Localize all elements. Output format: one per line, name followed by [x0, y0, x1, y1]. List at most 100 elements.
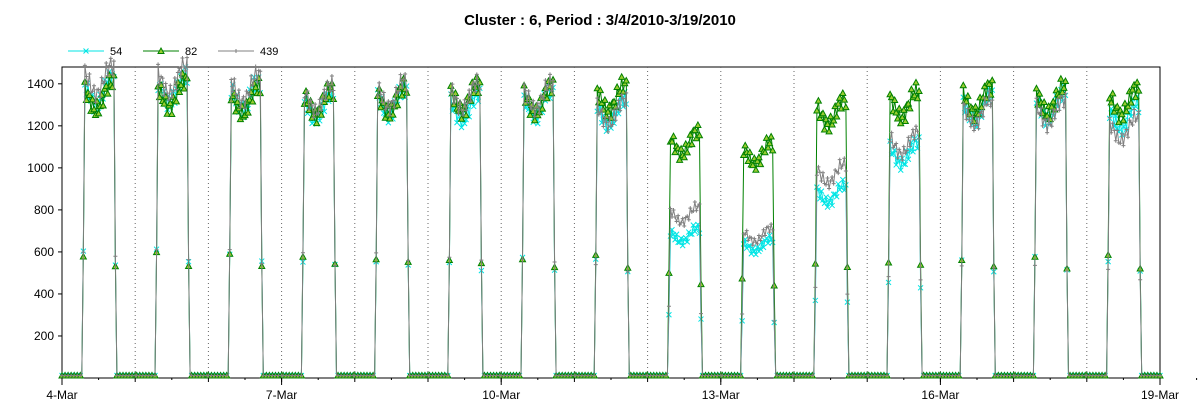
legend-label-439: 439: [260, 46, 278, 58]
data-point-54: [829, 202, 835, 209]
data-point-439: [694, 208, 699, 213]
data-point-439: [474, 72, 479, 77]
data-point-439: [622, 104, 627, 109]
data-point-439: [1133, 119, 1138, 124]
data-point-439: [520, 257, 525, 262]
data-point-82: [180, 84, 188, 92]
data-point-439: [305, 88, 310, 93]
data-point-82: [1060, 83, 1068, 91]
data-point-439: [166, 98, 171, 103]
data-point-439: [543, 78, 548, 83]
data-point-439: [464, 108, 469, 113]
data-point-439: [750, 243, 755, 248]
data-point-439: [311, 115, 316, 120]
data-point-439: [447, 255, 452, 260]
data-point-82: [887, 93, 896, 101]
data-point-439: [769, 222, 774, 227]
data-point-82: [962, 97, 971, 105]
data-point-439: [250, 83, 255, 88]
data-point-439: [535, 101, 540, 106]
data-point-54: [818, 188, 825, 194]
data-point-82: [177, 80, 185, 88]
data-point-439: [255, 80, 260, 85]
data-point-439: [534, 105, 539, 110]
data-point-82: [964, 91, 972, 99]
data-point-54: [757, 246, 764, 252]
data-point-439: [901, 144, 906, 149]
data-point-82: [668, 137, 676, 145]
data-point-439: [677, 222, 682, 227]
data-point-439: [183, 68, 188, 73]
data-point-439: [836, 171, 841, 176]
data-point-82: [892, 108, 901, 116]
data-point-439: [371, 373, 376, 378]
data-point-439: [697, 202, 702, 207]
data-point-439: [1106, 267, 1111, 272]
data-point-439: [891, 145, 896, 150]
data-point-439: [160, 76, 165, 81]
data-point-439: [78, 373, 83, 378]
data-point-439: [888, 139, 893, 144]
data-point-439: [232, 76, 237, 81]
data-point-439: [615, 106, 620, 111]
data-point-439: [674, 219, 679, 224]
data-point-439: [968, 124, 973, 129]
data-point-439: [329, 73, 334, 78]
data-point-82: [1061, 76, 1070, 85]
data-point-439: [85, 82, 90, 87]
data-point-439: [985, 102, 990, 107]
data-point-439: [319, 108, 324, 113]
data-point-82: [312, 119, 321, 127]
y-tick-label: 600: [34, 245, 54, 259]
data-point-439: [673, 214, 678, 219]
data-point-439: [458, 100, 463, 105]
data-point-439: [169, 95, 174, 100]
data-point-439: [165, 91, 170, 96]
data-point-82: [816, 113, 824, 122]
data-point-82: [530, 116, 539, 124]
data-point-82: [764, 143, 772, 151]
y-tick-label: 200: [34, 329, 54, 343]
data-point-439: [1130, 123, 1135, 128]
data-point-439: [909, 133, 914, 138]
data-point-54: [679, 242, 686, 249]
data-point-439: [522, 82, 527, 87]
data-point-439: [393, 85, 398, 90]
data-point-439: [904, 148, 909, 153]
data-point-439: [157, 81, 162, 86]
data-point-439: [613, 118, 618, 123]
data-point-439: [459, 108, 464, 113]
data-point-54: [893, 162, 900, 168]
data-point-439: [914, 124, 918, 129]
data-point-439: [1032, 263, 1037, 268]
data-point-439: [1051, 107, 1056, 112]
data-point-82: [1035, 89, 1044, 97]
data-point-82: [1107, 98, 1116, 106]
series-54: [59, 64, 1163, 379]
data-point-439: [96, 87, 101, 92]
data-point-439: [332, 263, 337, 268]
data-point-82: [90, 105, 98, 113]
data-point-439: [313, 102, 318, 107]
data-point-439: [894, 141, 899, 146]
data-point-439: [465, 100, 470, 105]
data-point-439: [819, 178, 824, 183]
data-point-82: [460, 101, 469, 109]
data-point-54: [682, 234, 689, 241]
data-point-439: [1061, 105, 1066, 110]
data-point-82: [840, 95, 849, 103]
data-point-439: [186, 257, 191, 262]
data-point-439: [470, 83, 475, 88]
data-point-439: [99, 75, 104, 80]
data-point-439: [331, 88, 336, 93]
data-point-82: [761, 148, 769, 156]
data-point-82: [744, 156, 753, 165]
y-tick-label: 1200: [27, 119, 54, 133]
data-point-439: [540, 95, 545, 100]
data-point-82: [1124, 102, 1132, 110]
data-point-439: [110, 72, 115, 77]
data-point-439: [395, 91, 400, 96]
x-tick-label: 16-Mar: [921, 388, 959, 402]
data-point-54: [754, 244, 761, 250]
data-point-439: [814, 173, 819, 178]
